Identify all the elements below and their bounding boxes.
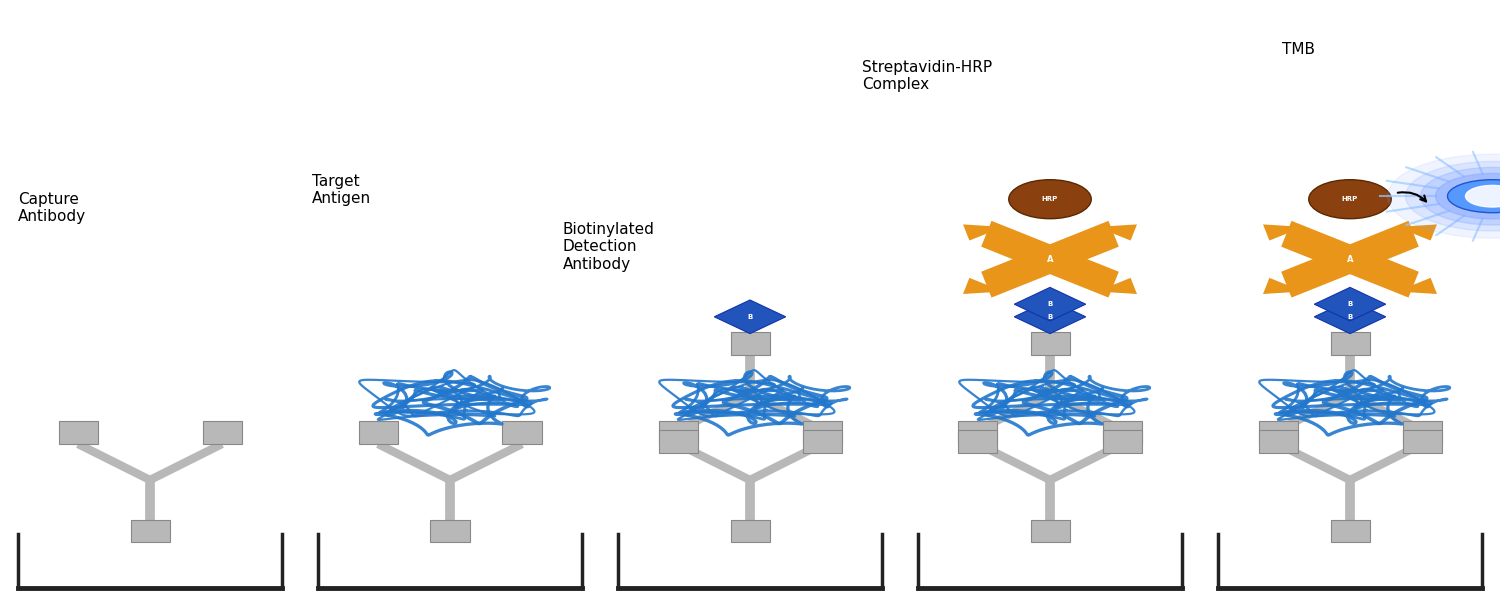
Text: Target
Antigen: Target Antigen <box>312 174 370 206</box>
Text: TMB: TMB <box>1282 42 1316 57</box>
Polygon shape <box>1030 332 1069 355</box>
Ellipse shape <box>1308 179 1392 218</box>
Polygon shape <box>130 520 170 542</box>
Polygon shape <box>1402 430 1441 453</box>
Polygon shape <box>1326 250 1374 269</box>
Polygon shape <box>1396 278 1437 294</box>
Polygon shape <box>658 430 698 453</box>
Polygon shape <box>1263 278 1304 294</box>
Text: A: A <box>1047 254 1053 263</box>
Polygon shape <box>1014 300 1086 334</box>
Text: A: A <box>1347 254 1353 263</box>
Polygon shape <box>963 278 1004 294</box>
Text: Streptavidin-HRP
Complex: Streptavidin-HRP Complex <box>862 60 993 92</box>
Text: B: B <box>1047 314 1053 320</box>
Polygon shape <box>1102 421 1142 444</box>
Circle shape <box>1466 185 1500 207</box>
Ellipse shape <box>1008 179 1090 218</box>
Polygon shape <box>1258 430 1298 453</box>
Polygon shape <box>1396 224 1437 241</box>
Circle shape <box>1436 173 1500 219</box>
Polygon shape <box>1263 224 1304 241</box>
Polygon shape <box>802 430 842 453</box>
Polygon shape <box>503 421 542 444</box>
Polygon shape <box>730 332 770 355</box>
Text: HRP: HRP <box>1042 196 1058 202</box>
Polygon shape <box>958 430 998 453</box>
Text: Biotinylated
Detection
Antibody: Biotinylated Detection Antibody <box>562 222 654 272</box>
Polygon shape <box>1096 278 1137 294</box>
Polygon shape <box>1026 250 1074 269</box>
Polygon shape <box>202 421 242 444</box>
Polygon shape <box>1258 421 1298 444</box>
Polygon shape <box>658 421 698 444</box>
Polygon shape <box>1102 430 1142 453</box>
Polygon shape <box>1330 520 1370 542</box>
Polygon shape <box>430 520 470 542</box>
Polygon shape <box>730 520 770 542</box>
Polygon shape <box>802 421 842 444</box>
Polygon shape <box>1402 421 1441 444</box>
Polygon shape <box>958 421 998 444</box>
Text: B: B <box>747 314 753 320</box>
Text: Capture
Antibody: Capture Antibody <box>18 192 86 224</box>
Circle shape <box>1420 167 1500 225</box>
Circle shape <box>1388 154 1500 238</box>
Text: B: B <box>1047 301 1053 307</box>
Polygon shape <box>1096 224 1137 241</box>
Polygon shape <box>358 421 398 444</box>
Text: HRP: HRP <box>1342 196 1358 202</box>
Polygon shape <box>1030 520 1069 542</box>
Polygon shape <box>1314 287 1386 321</box>
Polygon shape <box>58 421 98 444</box>
Polygon shape <box>1330 332 1370 355</box>
Text: B: B <box>1347 314 1353 320</box>
Circle shape <box>1406 161 1500 231</box>
Polygon shape <box>1314 300 1386 334</box>
Polygon shape <box>963 224 1004 241</box>
Text: B: B <box>1347 301 1353 307</box>
Polygon shape <box>1014 287 1086 321</box>
Ellipse shape <box>1448 179 1500 212</box>
Polygon shape <box>714 300 786 334</box>
